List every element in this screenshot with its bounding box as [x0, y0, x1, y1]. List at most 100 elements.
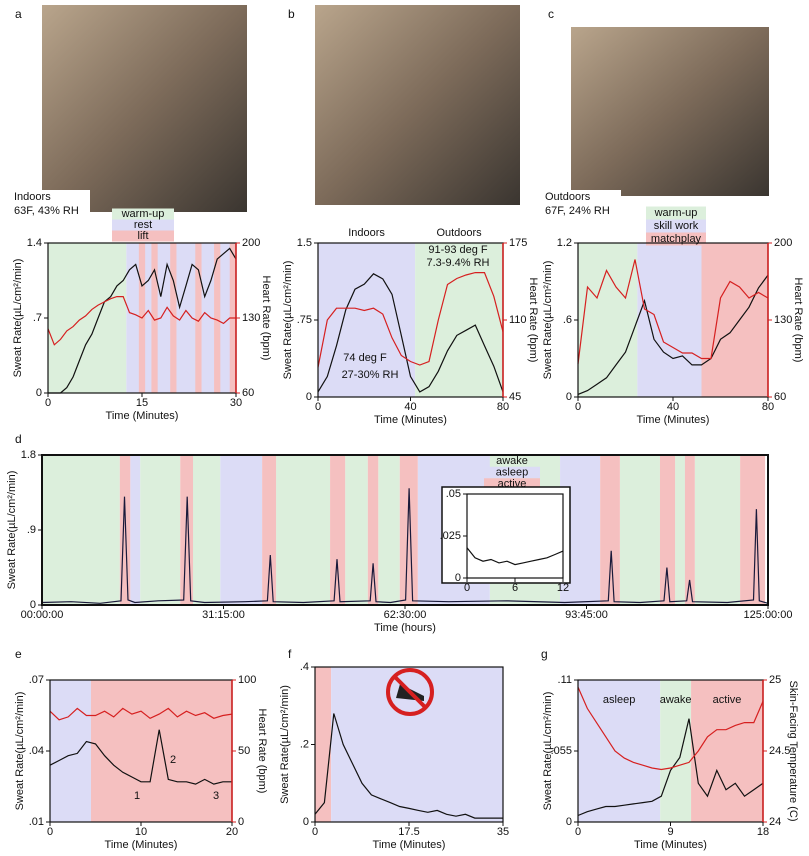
series-line	[47, 296, 236, 346]
y-tick-label: 1.5	[297, 237, 312, 249]
y2-tick-label: 0	[238, 816, 244, 828]
phase-label: Indoors	[348, 227, 385, 239]
annotation: 1	[134, 790, 140, 802]
x-axis-label: Time (Minutes)	[373, 839, 446, 851]
plot-frame	[41, 454, 769, 606]
y2-tick-label: 200	[242, 237, 260, 249]
phase-region	[195, 243, 202, 393]
legend-label: matchplay	[651, 233, 702, 245]
y-tick-label: .055	[551, 745, 572, 757]
photo-caption: 67F, 24% RH	[545, 205, 610, 217]
legend-swatch	[484, 466, 540, 479]
x-axis-label: Time (Minutes)	[105, 839, 178, 851]
photo	[571, 27, 769, 196]
phase-region	[578, 680, 661, 822]
y-tick-label: .7	[33, 312, 42, 324]
x-tick-label: 30	[230, 397, 242, 409]
x-tick-label: 20	[226, 826, 238, 838]
phase-region	[330, 455, 346, 605]
y-tick-label: .01	[29, 816, 44, 828]
x-tick-label: 17.5	[398, 826, 419, 838]
caption-bg	[12, 204, 90, 218]
photo	[315, 5, 520, 205]
y-tick-label: .9	[27, 524, 36, 536]
legend-label: warm-up	[121, 208, 165, 220]
y-tick-label: .04	[29, 745, 44, 757]
phase-region	[659, 455, 676, 605]
phase-region	[740, 455, 766, 605]
photo	[42, 5, 247, 212]
caption-bg	[12, 190, 90, 204]
x-tick-label: 40	[404, 401, 416, 413]
y2-tick-label: 50	[238, 745, 250, 757]
phase-region	[262, 455, 277, 605]
legend-label: asleep	[496, 466, 528, 478]
y-axis-label: Sweat Rate(µL/cm²/min)	[282, 261, 294, 380]
inset-box	[441, 486, 571, 584]
legend-swatch	[112, 230, 174, 242]
phase-region	[600, 455, 620, 605]
y2-tick-label: 45	[509, 391, 521, 403]
y2-tick-label: 130	[774, 314, 792, 326]
phase-region	[660, 680, 692, 822]
photo-caption: Outdoors	[545, 191, 591, 203]
phase-region	[42, 455, 120, 605]
phase-label: awake	[660, 694, 692, 706]
y-tick-label: 0	[566, 391, 572, 403]
x-tick-label: 0	[315, 401, 321, 413]
x-tick-label: 9	[667, 826, 673, 838]
legend-swatch	[112, 208, 174, 220]
y-tick-label: .75	[297, 314, 312, 326]
x-tick-label: 6	[512, 582, 518, 594]
x-tick-label: 15	[136, 397, 148, 409]
phase-label: asleep	[603, 694, 635, 706]
y2-tick-label: 110	[509, 314, 527, 326]
y2-tick-label: 24.5	[769, 745, 790, 757]
series-line	[466, 547, 564, 566]
legend-swatch	[646, 219, 706, 233]
x-tick-label: 31:15:00	[202, 609, 245, 621]
no-slash	[393, 675, 427, 709]
phase-region	[193, 455, 221, 605]
series-line	[577, 718, 764, 817]
y-axis-label: Sweat Rate(µL/cm²/min)	[542, 692, 554, 811]
x-tick-label: 0	[45, 397, 51, 409]
plot-frame	[314, 666, 504, 823]
phase-region	[315, 667, 332, 822]
phase-region	[619, 455, 660, 605]
phase-label: Outdoors	[436, 227, 482, 239]
panel-label: f	[288, 647, 292, 661]
legend-swatch	[484, 478, 540, 490]
panel-label: b	[288, 7, 295, 21]
x-axis-label: Time (hours)	[374, 622, 436, 634]
legend-label: awake	[496, 455, 528, 467]
panel-label: g	[541, 647, 548, 661]
phase-region	[170, 243, 177, 393]
y2-tick-label: 100	[238, 674, 256, 686]
phase-region	[367, 455, 379, 605]
photo-caption: Indoors	[14, 191, 51, 203]
y2-tick-label: 200	[774, 237, 792, 249]
y2-tick-label: 25	[769, 674, 781, 686]
x-tick-label: 12	[557, 582, 569, 594]
y-axis-label: Sweat Rate(µL/cm²/min)	[6, 471, 18, 590]
y2-tick-label: 60	[774, 391, 786, 403]
caption-bg	[543, 204, 621, 218]
y-tick-label: 0	[303, 816, 309, 828]
phase-region	[378, 455, 400, 605]
legend-label: lift	[138, 230, 149, 242]
phase-region	[399, 455, 418, 605]
legend-swatch	[646, 206, 706, 220]
x-tick-label: 0	[575, 826, 581, 838]
phase-region	[415, 243, 503, 397]
annotation: 27-30% RH	[342, 369, 399, 381]
panel-label: d	[15, 432, 22, 446]
legend-swatch	[484, 455, 540, 467]
annotation: 7.3-9.4% RH	[427, 257, 490, 269]
y-tick-label: 0	[36, 387, 42, 399]
x-tick-label: 18	[757, 826, 769, 838]
phase-region	[578, 243, 638, 397]
y-tick-label: .05	[446, 488, 461, 500]
y-tick-label: 0	[306, 391, 312, 403]
phase-region	[140, 455, 181, 605]
